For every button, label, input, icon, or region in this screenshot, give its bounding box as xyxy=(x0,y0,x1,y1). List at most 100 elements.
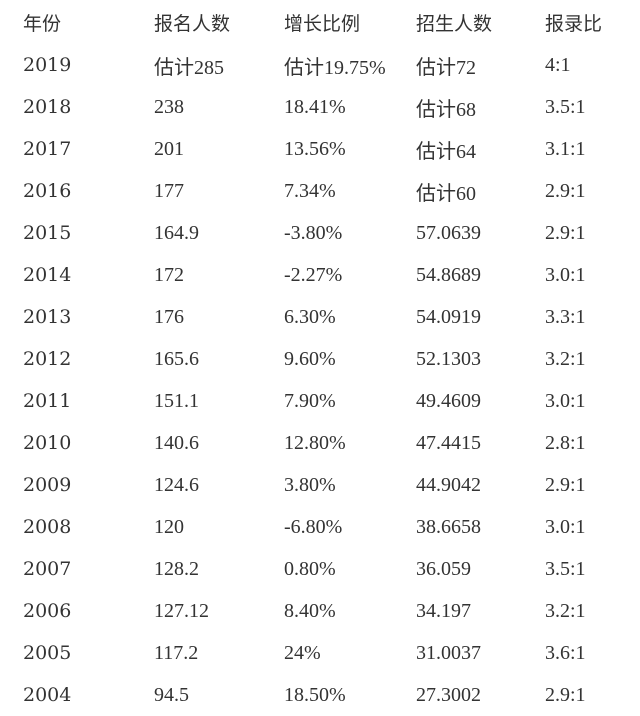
table-row: 2006 127.12 8.40% 34.197 3.2:1 xyxy=(0,590,640,632)
cell-growth-rate: -6.80% xyxy=(284,515,343,538)
table-row: 2008 120 -6.80% 38.6658 3.0:1 xyxy=(0,506,640,548)
cell-admission-ratio: 3.1:1 xyxy=(545,137,586,160)
cell-year: 2011 xyxy=(23,390,72,412)
header-year: 年份 xyxy=(23,12,62,35)
cell-admission-ratio: 3.0:1 xyxy=(545,515,586,538)
cell-applicants: 164.9 xyxy=(154,221,199,244)
cell-applicants: 238 xyxy=(154,95,184,118)
cell-growth-rate: 估计19.75% xyxy=(284,56,386,79)
cell-growth-rate: 12.80% xyxy=(284,431,346,454)
cell-admission-ratio: 3.6:1 xyxy=(545,641,586,664)
cell-admission-ratio: 3.5:1 xyxy=(545,557,586,580)
header-applicants: 报名人数 xyxy=(154,12,231,35)
cell-enrollment: 估计60 xyxy=(416,182,476,205)
cell-admission-ratio: 3.2:1 xyxy=(545,347,586,370)
cell-admission-ratio: 3.3:1 xyxy=(545,305,586,328)
cell-enrollment: 52.1303 xyxy=(416,347,481,370)
cell-growth-rate: -2.27% xyxy=(284,263,343,286)
cell-year: 2005 xyxy=(23,642,72,664)
cell-year: 2008 xyxy=(23,516,72,538)
cell-growth-rate: 3.80% xyxy=(284,473,336,496)
cell-admission-ratio: 4:1 xyxy=(545,53,571,76)
cell-enrollment: 49.4609 xyxy=(416,389,481,412)
table-row: 2013 176 6.30% 54.0919 3.3:1 xyxy=(0,296,640,338)
cell-year: 2010 xyxy=(23,432,72,454)
table-row: 2016 177 7.34% 估计60 2.9:1 xyxy=(0,170,640,212)
cell-applicants: 124.6 xyxy=(154,473,199,496)
cell-year: 2014 xyxy=(23,264,72,286)
cell-growth-rate: 24% xyxy=(284,641,321,664)
cell-year: 2018 xyxy=(23,96,72,118)
cell-applicants: 176 xyxy=(154,305,184,328)
cell-admission-ratio: 3.0:1 xyxy=(545,389,586,412)
cell-growth-rate: 18.50% xyxy=(284,683,346,706)
table-row: 2011 151.1 7.90% 49.4609 3.0:1 xyxy=(0,380,640,422)
cell-enrollment: 27.3002 xyxy=(416,683,481,706)
cell-enrollment: 47.4415 xyxy=(416,431,481,454)
header-enrollment: 招生人数 xyxy=(416,12,493,35)
table-row: 2019 估计285 估计19.75% 估计72 4:1 xyxy=(0,44,640,86)
cell-growth-rate: 18.41% xyxy=(284,95,346,118)
cell-enrollment: 54.0919 xyxy=(416,305,481,328)
cell-growth-rate: 7.90% xyxy=(284,389,336,412)
cell-admission-ratio: 2.8:1 xyxy=(545,431,586,454)
cell-admission-ratio: 3.0:1 xyxy=(545,263,586,286)
table-row: 2010 140.6 12.80% 47.4415 2.8:1 xyxy=(0,422,640,464)
cell-applicants: 151.1 xyxy=(154,389,199,412)
cell-growth-rate: 0.80% xyxy=(284,557,336,580)
cell-admission-ratio: 2.9:1 xyxy=(545,221,586,244)
table-row: 2017 201 13.56% 估计64 3.1:1 xyxy=(0,128,640,170)
cell-admission-ratio: 2.9:1 xyxy=(545,473,586,496)
cell-year: 2019 xyxy=(23,54,72,76)
cell-year: 2004 xyxy=(23,684,72,706)
cell-year: 2012 xyxy=(23,348,72,370)
table-row: 2009 124.6 3.80% 44.9042 2.9:1 xyxy=(0,464,640,506)
cell-admission-ratio: 3.5:1 xyxy=(545,95,586,118)
table-row: 2014 172 -2.27% 54.8689 3.0:1 xyxy=(0,254,640,296)
header-admission-ratio: 报录比 xyxy=(545,12,603,35)
cell-applicants: 201 xyxy=(154,137,184,160)
cell-growth-rate: -3.80% xyxy=(284,221,343,244)
cell-enrollment: 36.059 xyxy=(416,557,471,580)
cell-applicants: 140.6 xyxy=(154,431,199,454)
table-row: 2015 164.9 -3.80% 57.0639 2.9:1 xyxy=(0,212,640,254)
cell-applicants: 120 xyxy=(154,515,184,538)
cell-year: 2013 xyxy=(23,306,72,328)
cell-year: 2006 xyxy=(23,600,72,622)
cell-year: 2009 xyxy=(23,474,72,496)
cell-year: 2016 xyxy=(23,180,72,202)
cell-year: 2007 xyxy=(23,558,72,580)
table-header: 年份 报名人数 增长比例 招生人数 报录比 xyxy=(0,0,640,44)
cell-growth-rate: 13.56% xyxy=(284,137,346,160)
cell-growth-rate: 6.30% xyxy=(284,305,336,328)
cell-growth-rate: 7.34% xyxy=(284,179,336,202)
header-row: 年份 报名人数 增长比例 招生人数 报录比 xyxy=(0,0,640,44)
table-row: 2007 128.2 0.80% 36.059 3.5:1 xyxy=(0,548,640,590)
cell-enrollment: 31.0037 xyxy=(416,641,481,664)
cell-enrollment: 57.0639 xyxy=(416,221,481,244)
cell-admission-ratio: 3.2:1 xyxy=(545,599,586,622)
cell-applicants: 177 xyxy=(154,179,184,202)
cell-applicants: 165.6 xyxy=(154,347,199,370)
cell-applicants: 172 xyxy=(154,263,184,286)
table-row: 2004 94.5 18.50% 27.3002 2.9:1 xyxy=(0,674,640,716)
cell-year: 2017 xyxy=(23,138,72,160)
cell-growth-rate: 8.40% xyxy=(284,599,336,622)
cell-enrollment: 估计64 xyxy=(416,140,476,163)
cell-year: 2015 xyxy=(23,222,72,244)
cell-applicants: 127.12 xyxy=(154,599,209,622)
table-row: 2012 165.6 9.60% 52.1303 3.2:1 xyxy=(0,338,640,380)
table-body: 2019 估计285 估计19.75% 估计72 4:1 2018 238 18.41% 估计6… xyxy=(0,44,640,716)
cell-admission-ratio: 2.9:1 xyxy=(545,683,586,706)
table-row: 2018 238 18.41% 估计68 3.5:1 xyxy=(0,86,640,128)
cell-growth-rate: 9.60% xyxy=(284,347,336,370)
cell-admission-ratio: 2.9:1 xyxy=(545,179,586,202)
cell-applicants: 117.2 xyxy=(154,641,199,664)
header-growth-rate: 增长比例 xyxy=(284,12,361,35)
table-row: 2005 117.2 24% 31.0037 3.6:1 xyxy=(0,632,640,674)
cell-enrollment: 估计72 xyxy=(416,56,476,79)
cell-applicants: 94.5 xyxy=(154,683,189,706)
cell-applicants: 估计285 xyxy=(154,56,224,79)
cell-applicants: 128.2 xyxy=(154,557,199,580)
